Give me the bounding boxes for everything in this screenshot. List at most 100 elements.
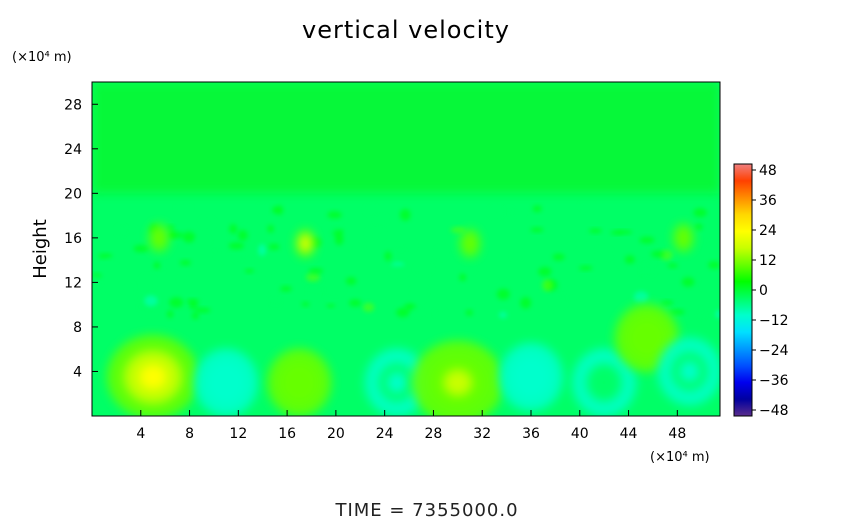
turbulence-cell bbox=[351, 243, 363, 250]
turbulence-cell bbox=[680, 303, 688, 309]
y-axis-label: Height bbox=[30, 219, 51, 279]
time-footer: TIME = 7355000.0 bbox=[334, 500, 518, 519]
velocity-cell bbox=[295, 229, 316, 258]
turbulence-cell bbox=[530, 227, 544, 233]
turbulence-cell bbox=[708, 261, 720, 269]
turbulence-cell bbox=[280, 285, 292, 292]
turbulence-cell bbox=[582, 234, 595, 240]
turbulence-cell bbox=[463, 261, 475, 273]
turbulence-cell bbox=[610, 230, 623, 235]
turbulence-cell bbox=[326, 303, 335, 308]
turbulence-cell bbox=[215, 243, 225, 251]
velocity-cell bbox=[657, 337, 720, 406]
turbulence-cell bbox=[465, 309, 473, 316]
turbulence-cell bbox=[694, 223, 703, 231]
x-axis-unit-label: (×10⁴ m) bbox=[650, 450, 710, 465]
turbulence-cell bbox=[182, 231, 196, 243]
turbulence-cell bbox=[152, 268, 163, 273]
turbulence-cell bbox=[328, 282, 344, 294]
turbulence-cell bbox=[92, 274, 101, 287]
turbulence-cell bbox=[411, 307, 419, 317]
turbulence-cell bbox=[228, 242, 245, 250]
turbulence-cell bbox=[489, 205, 503, 217]
y-tick-label: 8 bbox=[73, 320, 82, 336]
turbulence-cell bbox=[95, 296, 107, 307]
x-tick-label: 20 bbox=[327, 426, 345, 442]
turbulence-cell bbox=[267, 224, 275, 233]
x-tick-label: 4 bbox=[136, 426, 145, 442]
velocity-cell bbox=[498, 343, 563, 412]
velocity-cell bbox=[460, 229, 481, 258]
turbulence-cell bbox=[141, 275, 154, 288]
y-tick-label: 16 bbox=[64, 231, 82, 247]
x-tick-label: 16 bbox=[278, 426, 296, 442]
chart-title: vertical velocity bbox=[302, 16, 510, 44]
turbulence-cell bbox=[153, 261, 161, 269]
colorbar-tick-label: 0 bbox=[759, 283, 768, 299]
x-tick-label: 40 bbox=[571, 426, 589, 442]
turbulence-cell bbox=[596, 248, 611, 259]
turbulence-cell bbox=[541, 279, 553, 292]
turbulence-cell bbox=[166, 225, 175, 230]
turbulence-cell bbox=[179, 276, 190, 282]
turbulence-cell bbox=[384, 251, 392, 262]
turbulence-cell bbox=[667, 263, 678, 269]
turbulence-cell bbox=[133, 245, 150, 253]
turbulence-cell bbox=[450, 227, 466, 233]
turbulence-cell bbox=[169, 297, 184, 308]
turbulence-cell bbox=[614, 262, 623, 269]
turbulence-cell bbox=[365, 205, 377, 214]
turbulence-cell bbox=[200, 218, 214, 227]
turbulence-cell bbox=[214, 251, 221, 263]
velocity-cell bbox=[572, 348, 637, 416]
turbulence-cell bbox=[345, 276, 357, 286]
turbulence-cell bbox=[263, 312, 277, 320]
turbulence-cell bbox=[191, 312, 199, 320]
y-axis-ticks: 4 8 12 16 20 24 28 bbox=[64, 97, 98, 380]
turbulence-cell bbox=[367, 228, 384, 239]
x-tick-label: 48 bbox=[668, 426, 686, 442]
turbulence-cell bbox=[306, 288, 318, 300]
turbulence-cell bbox=[578, 265, 593, 271]
turbulence-cell bbox=[669, 309, 685, 315]
turbulence-cell bbox=[416, 264, 432, 274]
turbulence-cell bbox=[588, 228, 602, 234]
turbulence-cell bbox=[301, 301, 310, 307]
turbulence-cell bbox=[244, 257, 252, 267]
turbulence-cell bbox=[532, 205, 542, 213]
y-axis-unit-label: (×10⁴ m) bbox=[12, 50, 72, 65]
turbulence-cell bbox=[234, 249, 242, 260]
velocity-cell bbox=[149, 223, 170, 252]
velocity-cell bbox=[364, 348, 429, 416]
turbulence-cell bbox=[168, 232, 184, 239]
turbulence-cell bbox=[362, 302, 375, 313]
x-tick-label: 24 bbox=[376, 426, 394, 442]
x-tick-label: 12 bbox=[229, 426, 247, 442]
turbulence-cell bbox=[506, 280, 522, 289]
turbulence-cell bbox=[195, 237, 210, 245]
turbulence-cell bbox=[237, 230, 248, 241]
turbulence-cell bbox=[271, 206, 279, 214]
turbulence-cell bbox=[564, 239, 573, 247]
x-tick-label: 44 bbox=[620, 426, 638, 442]
turbulence-cell bbox=[664, 293, 676, 301]
turbulence-cell bbox=[681, 277, 695, 287]
turbulence-cell bbox=[327, 211, 342, 219]
turbulence-cell bbox=[179, 259, 192, 266]
turbulence-cell bbox=[176, 205, 191, 210]
turbulence-cell bbox=[496, 288, 510, 300]
turbulence-cell bbox=[639, 236, 655, 244]
turbulence-cell bbox=[692, 311, 705, 318]
turbulence-cell bbox=[532, 311, 540, 318]
turbulence-cell bbox=[260, 273, 274, 282]
turbulence-cell bbox=[693, 208, 707, 218]
turbulence-cell bbox=[229, 224, 238, 234]
turbulence-cell bbox=[186, 298, 199, 303]
turbulence-cell bbox=[581, 201, 592, 210]
colorbar-tick-label: −48 bbox=[759, 403, 789, 419]
turbulence-cell bbox=[124, 227, 136, 239]
colorbar-tick-label: 24 bbox=[759, 223, 777, 239]
turbulence-cell bbox=[188, 301, 199, 310]
turbulence-cell bbox=[97, 253, 113, 259]
